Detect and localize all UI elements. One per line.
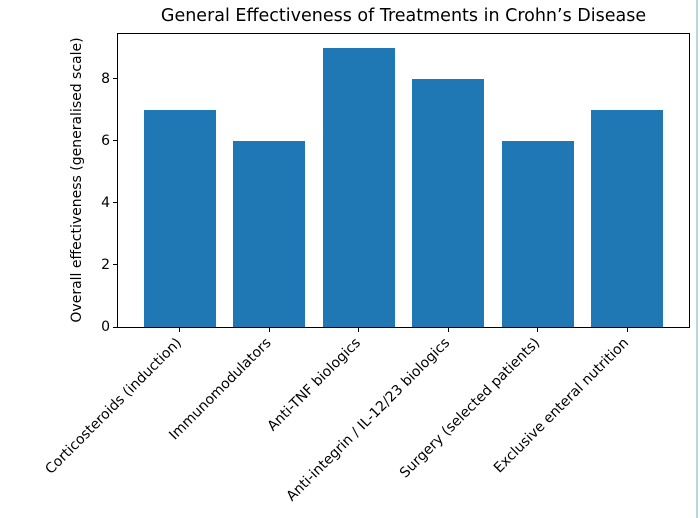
y-tick-label: 0 bbox=[101, 319, 110, 335]
x-tick-mark bbox=[626, 328, 628, 332]
y-tick-label: 2 bbox=[101, 256, 110, 273]
bar bbox=[233, 140, 306, 327]
x-tick-label: Immunomodulators bbox=[166, 335, 275, 444]
chart-title: General Effectiveness of Treatments in C… bbox=[160, 6, 647, 26]
y-tick-mark bbox=[113, 202, 117, 204]
bar bbox=[322, 47, 395, 327]
plot-area bbox=[117, 33, 690, 328]
x-tick-mark bbox=[537, 328, 539, 332]
bar bbox=[591, 109, 664, 327]
x-tick-mark bbox=[268, 328, 270, 332]
bar bbox=[143, 109, 216, 327]
bar bbox=[412, 78, 485, 327]
y-tick-label: 8 bbox=[101, 70, 110, 87]
x-tick-mark bbox=[358, 328, 360, 332]
y-tick-label: 4 bbox=[101, 194, 110, 211]
right-edge-artifact-line bbox=[696, 0, 698, 518]
x-tick-mark bbox=[179, 328, 181, 332]
x-tick-label: Anti-integrin / IL-12/23 biologics bbox=[283, 335, 454, 505]
x-tick-label: Anti-TNF biologics bbox=[264, 335, 365, 435]
y-tick-mark bbox=[113, 140, 117, 142]
y-tick-mark bbox=[113, 264, 117, 266]
bar bbox=[501, 140, 574, 327]
x-tick-label: Corticosteroids (induction) bbox=[42, 335, 186, 478]
x-tick-mark bbox=[447, 328, 449, 332]
y-tick-mark bbox=[113, 78, 117, 80]
y-tick-mark bbox=[113, 326, 117, 328]
y-tick-label: 6 bbox=[101, 132, 110, 149]
